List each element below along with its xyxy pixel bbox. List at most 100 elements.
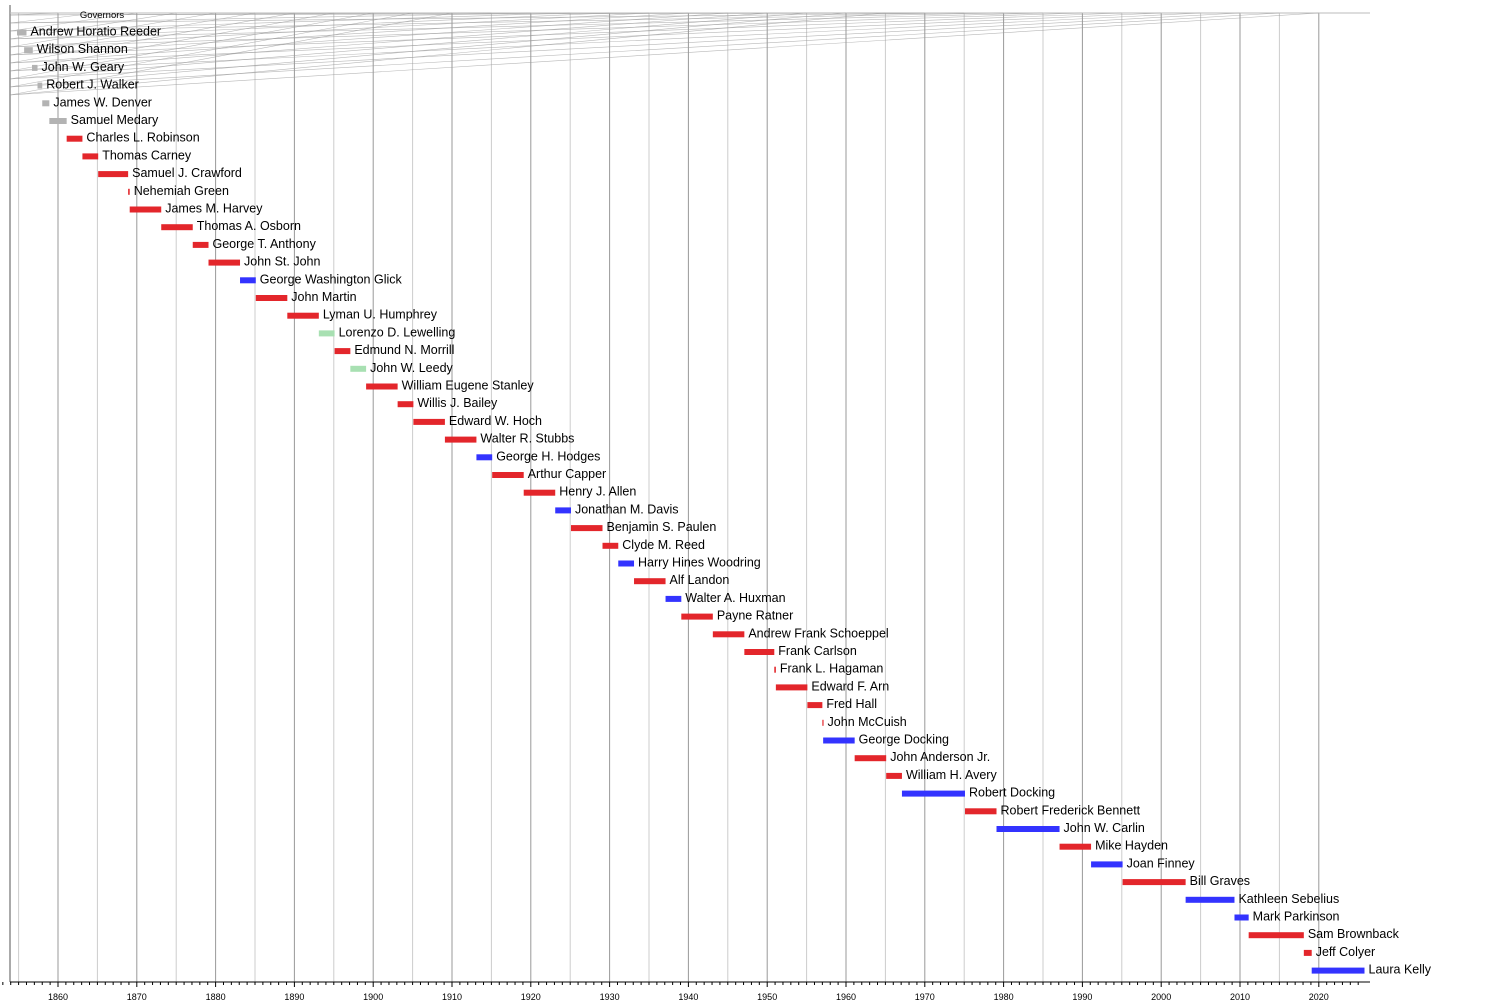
governor-label: George T. Anthony	[213, 237, 317, 251]
governor-label: Jonathan M. Davis	[575, 502, 679, 516]
governor-bar	[1122, 879, 1186, 886]
governor-bar	[318, 330, 335, 337]
governor-label: John Martin	[291, 290, 356, 304]
governor-bar	[128, 188, 130, 195]
governor-bar	[334, 348, 351, 355]
governor-bar	[807, 702, 823, 709]
fan-line	[9, 12, 1241, 80]
governor-label: Walter A. Huxman	[685, 591, 785, 605]
x-tick-label: 2000	[1151, 992, 1171, 1002]
governor-bar	[492, 472, 524, 478]
governor-bar	[444, 436, 477, 443]
governor-label: John McCuish	[828, 715, 907, 729]
governor-bar	[37, 82, 43, 89]
fan-line	[9, 12, 216, 48]
governor-bar	[287, 312, 319, 319]
governor-label: Sam Brownback	[1308, 927, 1400, 941]
governor-bar	[397, 401, 414, 408]
governor-label: Lorenzo D. Lewelling	[339, 325, 456, 339]
governor-bar	[208, 259, 241, 266]
governor-label: Henry J. Allen	[559, 485, 636, 499]
governor-label: Nehemiah Green	[134, 184, 229, 198]
governor-label: William H. Avery	[906, 768, 998, 782]
governor-bar	[42, 100, 50, 107]
x-tick-label: 1870	[127, 992, 147, 1002]
governor-bar	[1185, 896, 1235, 903]
x-tick-label: 1940	[678, 992, 698, 1002]
fan-line	[9, 12, 610, 40]
fan-line	[9, 12, 1201, 72]
governor-bar	[822, 719, 824, 726]
governor-bar	[634, 578, 666, 585]
fan-line	[9, 12, 413, 88]
governor-bar	[996, 826, 1060, 832]
governor-label: John W. Carlin	[1064, 821, 1145, 835]
governor-label: George Docking	[859, 733, 949, 747]
governor-bar	[665, 595, 682, 602]
fan-line	[9, 12, 1280, 88]
x-tick-label: 1990	[1072, 992, 1092, 1002]
governor-bar	[82, 153, 99, 160]
governor-label: Charles L. Robinson	[86, 131, 199, 145]
governor-bar	[1234, 914, 1249, 921]
governor-bar	[98, 171, 129, 178]
fan-line	[9, 12, 59, 16]
governor-bar	[886, 772, 902, 779]
x-tick-label: 2020	[1309, 992, 1329, 1002]
fan-line	[9, 12, 965, 24]
governor-label: Frank L. Hagaman	[780, 662, 884, 676]
governor-bar	[350, 365, 367, 372]
governor-label: Harry Hines Woodring	[638, 556, 761, 570]
governor-bar	[24, 47, 33, 54]
fan-line	[9, 12, 1004, 32]
fan-line	[9, 12, 650, 48]
fan-line	[9, 12, 571, 32]
chart-title: Governors	[80, 10, 125, 21]
governor-label: Benjamin S. Paulen	[607, 520, 717, 534]
governor-bar	[523, 489, 556, 496]
governor-bar	[255, 295, 288, 301]
governor-bar	[602, 542, 619, 549]
governor-label: Joan Finney	[1127, 856, 1196, 870]
governor-label: Edmund N. Morrill	[354, 343, 454, 357]
x-tick-label: 1900	[363, 992, 383, 1002]
governor-label: Andrew Frank Schoeppel	[748, 626, 888, 640]
governor-label: Thomas A. Osborn	[197, 219, 301, 233]
fan-line	[9, 12, 768, 72]
fan-line	[9, 12, 1083, 48]
governor-labels: Andrew Horatio Reeder Wilson Shannon John …	[30, 25, 1431, 977]
governor-bar	[681, 613, 713, 620]
governor-label: Robert Frederick Bennett	[1001, 803, 1141, 817]
governor-label: George H. Hodges	[496, 449, 600, 463]
governor-bar	[901, 790, 965, 797]
governor-bar	[854, 755, 887, 762]
governor-bar	[744, 649, 775, 655]
header-fan-lines	[9, 12, 1319, 96]
governor-label: Clyde M. Reed	[622, 538, 705, 552]
governor-label: Mark Parkinson	[1253, 910, 1340, 924]
governor-bar	[66, 135, 83, 142]
governor-label: John W. Geary	[42, 60, 125, 74]
governor-label: Payne Ratner	[717, 609, 793, 623]
governor-bar	[618, 560, 635, 567]
governor-label: Kathleen Sebelius	[1238, 892, 1339, 906]
fan-line	[9, 12, 1319, 96]
governor-label: John W. Leedy	[370, 361, 453, 375]
fan-line	[9, 12, 1162, 64]
governor-label: James M. Harvey	[165, 202, 263, 216]
governor-label: James W. Denver	[53, 95, 152, 109]
fan-line	[9, 12, 689, 56]
governor-label: Samuel J. Crawford	[132, 166, 242, 180]
governor-label: Thomas Carney	[102, 148, 192, 162]
governor-bars	[17, 29, 1365, 974]
governor-label: Lyman U. Humphrey	[323, 308, 438, 322]
governor-label: Edward W. Hoch	[449, 414, 542, 428]
fan-line	[9, 12, 256, 56]
fan-line	[9, 12, 1044, 40]
fan-line	[9, 12, 295, 64]
governor-label: Fred Hall	[826, 697, 877, 711]
x-tick-label: 2010	[1230, 992, 1250, 1002]
governor-bar	[1091, 861, 1123, 868]
governor-label: Mike Hayden	[1095, 839, 1168, 853]
governor-label: Bill Graves	[1190, 874, 1250, 888]
